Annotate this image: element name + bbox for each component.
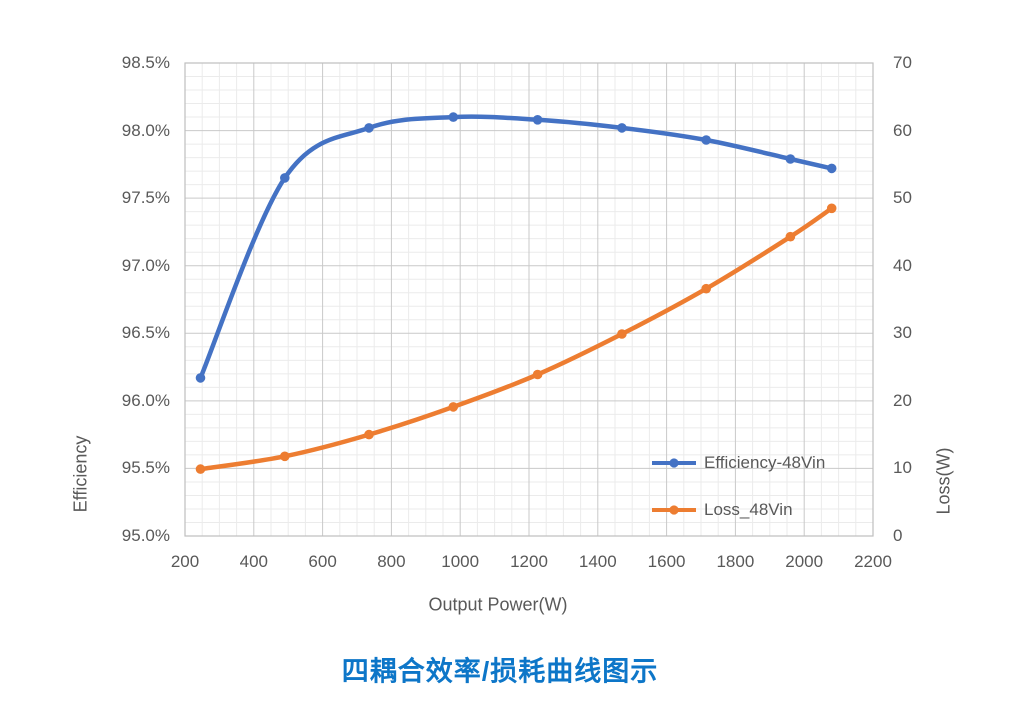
- y-right-tick: 50: [893, 188, 912, 208]
- legend-line-marker-icon: [652, 504, 696, 515]
- data-point-1: [448, 402, 459, 412]
- data-point-1: [195, 464, 206, 474]
- x-tick: 1000: [441, 552, 480, 571]
- y-left-tick: 96.0%: [121, 390, 170, 410]
- y-left-tick: 95.5%: [121, 458, 170, 478]
- series-line-1: [198, 206, 834, 472]
- y-right-tick: 20: [893, 390, 912, 410]
- x-tick: 800: [377, 552, 406, 571]
- x-tick: 200: [170, 552, 200, 571]
- x-tick: 2200: [854, 552, 892, 571]
- y-left-tick: 97.0%: [121, 255, 170, 275]
- y-left-tick: 95.0%: [121, 526, 170, 545]
- x-tick: 1200: [510, 552, 548, 571]
- legend-line-marker-icon: [652, 457, 696, 468]
- data-point-0: [364, 123, 374, 133]
- x-tick: 400: [239, 552, 268, 571]
- y-right-tick: 30: [893, 323, 912, 343]
- chart-title: 四耦合效率/损耗曲线图示: [341, 656, 659, 687]
- y-axis-label-left: Efficiency: [70, 435, 91, 513]
- data-point-0: [532, 115, 543, 125]
- y-right-tick: 70: [893, 53, 912, 72]
- y-right-tick: 60: [893, 120, 912, 140]
- data-point-0: [617, 123, 627, 133]
- plot-border: [184, 62, 874, 537]
- legend-item-efficiency: Efficiency-48Vin: [651, 447, 825, 478]
- data-point-1: [532, 369, 543, 380]
- y-left-tick: 98.5%: [121, 53, 170, 72]
- data-point-1: [617, 329, 627, 339]
- series-line-0: [198, 114, 834, 381]
- data-point-0: [826, 163, 837, 174]
- y-right-tick: 40: [893, 255, 912, 275]
- legend-label-loss: Loss_48Vin: [704, 499, 793, 519]
- data-point-1: [826, 203, 837, 214]
- x-tick: 1600: [647, 552, 686, 571]
- y-left-tick: 98.0%: [121, 120, 170, 140]
- data-point-1: [364, 429, 374, 440]
- x-axis-label: Output Power(W): [428, 594, 568, 615]
- y-left-tick: 96.5%: [121, 323, 170, 343]
- data-point-1: [701, 283, 711, 294]
- legend: Efficiency-48Vin Loss_48Vin: [651, 447, 825, 525]
- y-right-tick: 10: [893, 458, 912, 478]
- legend-label-efficiency: Efficiency-48Vin: [704, 452, 826, 472]
- data-point-0: [195, 373, 206, 383]
- x-tick: 600: [308, 552, 337, 571]
- y-left-tick: 97.5%: [121, 188, 170, 208]
- x-tick: 1400: [578, 552, 617, 571]
- y-right-tick: 0: [893, 526, 903, 545]
- legend-item-loss: Loss_48Vin: [651, 494, 825, 525]
- data-point-0: [701, 135, 711, 145]
- data-point-0: [280, 173, 290, 183]
- data-point-0: [448, 112, 459, 122]
- x-tick: 2000: [785, 552, 824, 571]
- data-point-1: [785, 231, 796, 242]
- data-point-0: [785, 154, 796, 164]
- data-point-1: [280, 451, 290, 462]
- y-axis-label-right: Loss(W): [933, 447, 954, 515]
- x-tick: 1800: [716, 552, 755, 571]
